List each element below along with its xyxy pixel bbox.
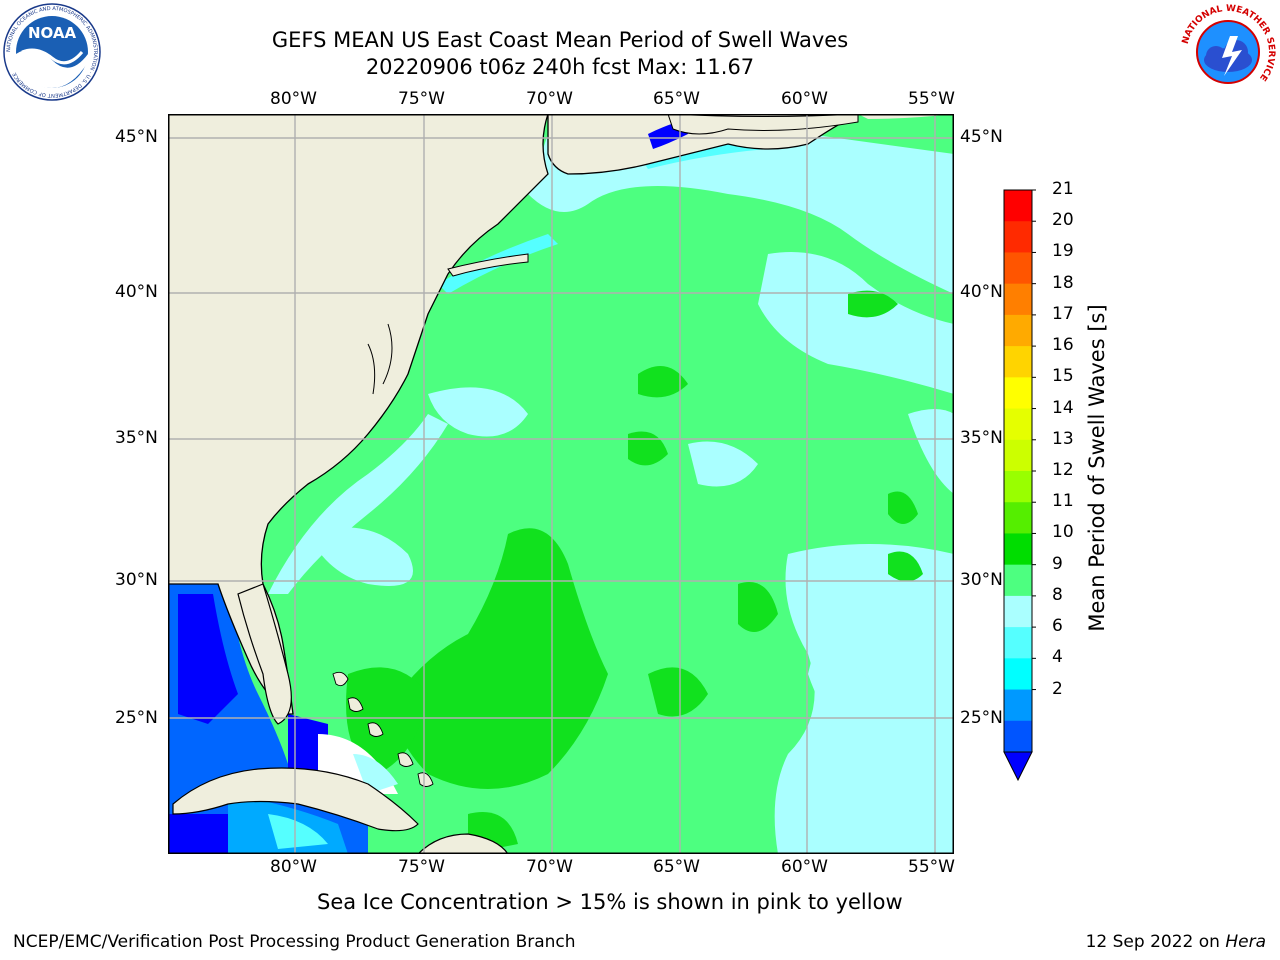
- colorbar-swatch: [1004, 346, 1032, 378]
- colorbar-label: 15: [1052, 366, 1074, 387]
- colorbar-label: 20: [1052, 210, 1074, 231]
- lon-tick-bottom: 75°W: [398, 857, 445, 877]
- footer-date: 12 Sep 2022 on Hera: [1086, 932, 1266, 952]
- colorbar: [1003, 189, 1036, 782]
- lon-tick-bottom: 60°W: [781, 857, 828, 877]
- lat-tick-left: 35°N: [115, 428, 158, 448]
- colorbar-label: 14: [1052, 397, 1074, 418]
- colorbar-label: 4: [1052, 647, 1063, 668]
- lon-tick-top: 55°W: [908, 89, 955, 109]
- lon-tick-bottom: 70°W: [526, 857, 573, 877]
- colorbar-label: 21: [1052, 179, 1074, 199]
- lon-tick-bottom: 65°W: [653, 857, 700, 877]
- noaa-logo: NATIONAL OCEANIC AND ATMOSPHERIC ADMINIS…: [2, 2, 102, 102]
- colorbar-label: 12: [1052, 460, 1074, 480]
- coastal-strip: [268, 414, 448, 594]
- colorbar-swatch: [1004, 627, 1032, 659]
- footer-date-text: 12 Sep 2022 on: [1085, 932, 1226, 952]
- colorbar-swatch: [1004, 595, 1032, 628]
- colorbar-swatch: [1004, 408, 1032, 441]
- noaa-logo-text: NOAA: [28, 24, 77, 42]
- colorbar-swatch: [1004, 564, 1032, 597]
- lon-tick-top: 60°W: [781, 89, 828, 109]
- colorbar-label: 19: [1052, 241, 1074, 262]
- colorbar-title: Mean Period of Swell Waves [s]: [1085, 304, 1109, 632]
- nws-logo: NATIONAL WEATHER SERVICE: [1178, 2, 1278, 102]
- lat-tick-left: 30°N: [115, 570, 158, 590]
- lat-tick-right: 25°N: [960, 708, 1003, 728]
- lat-tick-left: 40°N: [115, 282, 158, 302]
- lon-tick-bottom: 80°W: [270, 857, 317, 877]
- colorbar-swatch: [1004, 377, 1032, 410]
- lat-tick-right: 45°N: [960, 127, 1003, 147]
- lon-tick-bottom: 55°W: [908, 857, 955, 877]
- lon-tick-top: 65°W: [653, 89, 700, 109]
- colorbar-label: 9: [1052, 553, 1063, 574]
- colorbar-swatch: [1004, 439, 1032, 472]
- footer-branch: NCEP/EMC/Verification Post Processing Pr…: [13, 932, 576, 952]
- graticule: [168, 114, 954, 854]
- colorbar-label: 16: [1052, 335, 1074, 356]
- colorbar-extend-arrow: [1003, 751, 1033, 782]
- colorbar-swatch: [1004, 221, 1032, 253]
- colorbar-label: 2: [1052, 678, 1063, 699]
- sea-ice-caption: Sea Ice Concentration > 15% is shown in …: [317, 890, 903, 914]
- colorbar-swatch: [1004, 314, 1032, 347]
- lon-tick-top: 75°W: [398, 89, 445, 109]
- colorbar-swatch: [1004, 689, 1032, 722]
- lat-tick-right: 30°N: [960, 570, 1003, 590]
- lat-tick-right: 35°N: [960, 428, 1003, 448]
- colorbar-label: 18: [1052, 272, 1074, 293]
- colorbar-swatch: [1004, 190, 1032, 222]
- colorbar-label: 13: [1052, 428, 1074, 449]
- map-title: GEFS MEAN US East Coast Mean Period of S…: [271, 28, 849, 52]
- colorbar-swatch: [1004, 502, 1032, 534]
- footer-host: Hera: [1225, 932, 1266, 952]
- colorbar-label: 11: [1052, 491, 1074, 512]
- colorbar-label: 10: [1052, 522, 1074, 543]
- colorbar-swatch: [1004, 658, 1032, 691]
- lat-tick-left: 25°N: [115, 708, 158, 728]
- map-panel: [168, 114, 954, 854]
- colorbar-swatch: [1004, 252, 1032, 285]
- lon-tick-top: 80°W: [270, 89, 317, 109]
- swell-10-11s-regions: [346, 290, 923, 854]
- colorbar-swatch: [1004, 471, 1032, 503]
- map-subtitle: 20220906 t06z 240h fcst Max: 11.67: [365, 55, 755, 79]
- colorbar-swatch: [1004, 283, 1032, 316]
- colorbar-label: 6: [1052, 616, 1063, 637]
- colorbar-label: 8: [1052, 584, 1063, 605]
- colorbar-swatch: [1004, 720, 1032, 753]
- colorbar-label: 17: [1052, 303, 1074, 324]
- lat-tick-left: 45°N: [115, 127, 158, 147]
- colorbar-swatch: [1004, 533, 1032, 566]
- lat-tick-right: 40°N: [960, 282, 1003, 302]
- lon-tick-top: 70°W: [526, 89, 573, 109]
